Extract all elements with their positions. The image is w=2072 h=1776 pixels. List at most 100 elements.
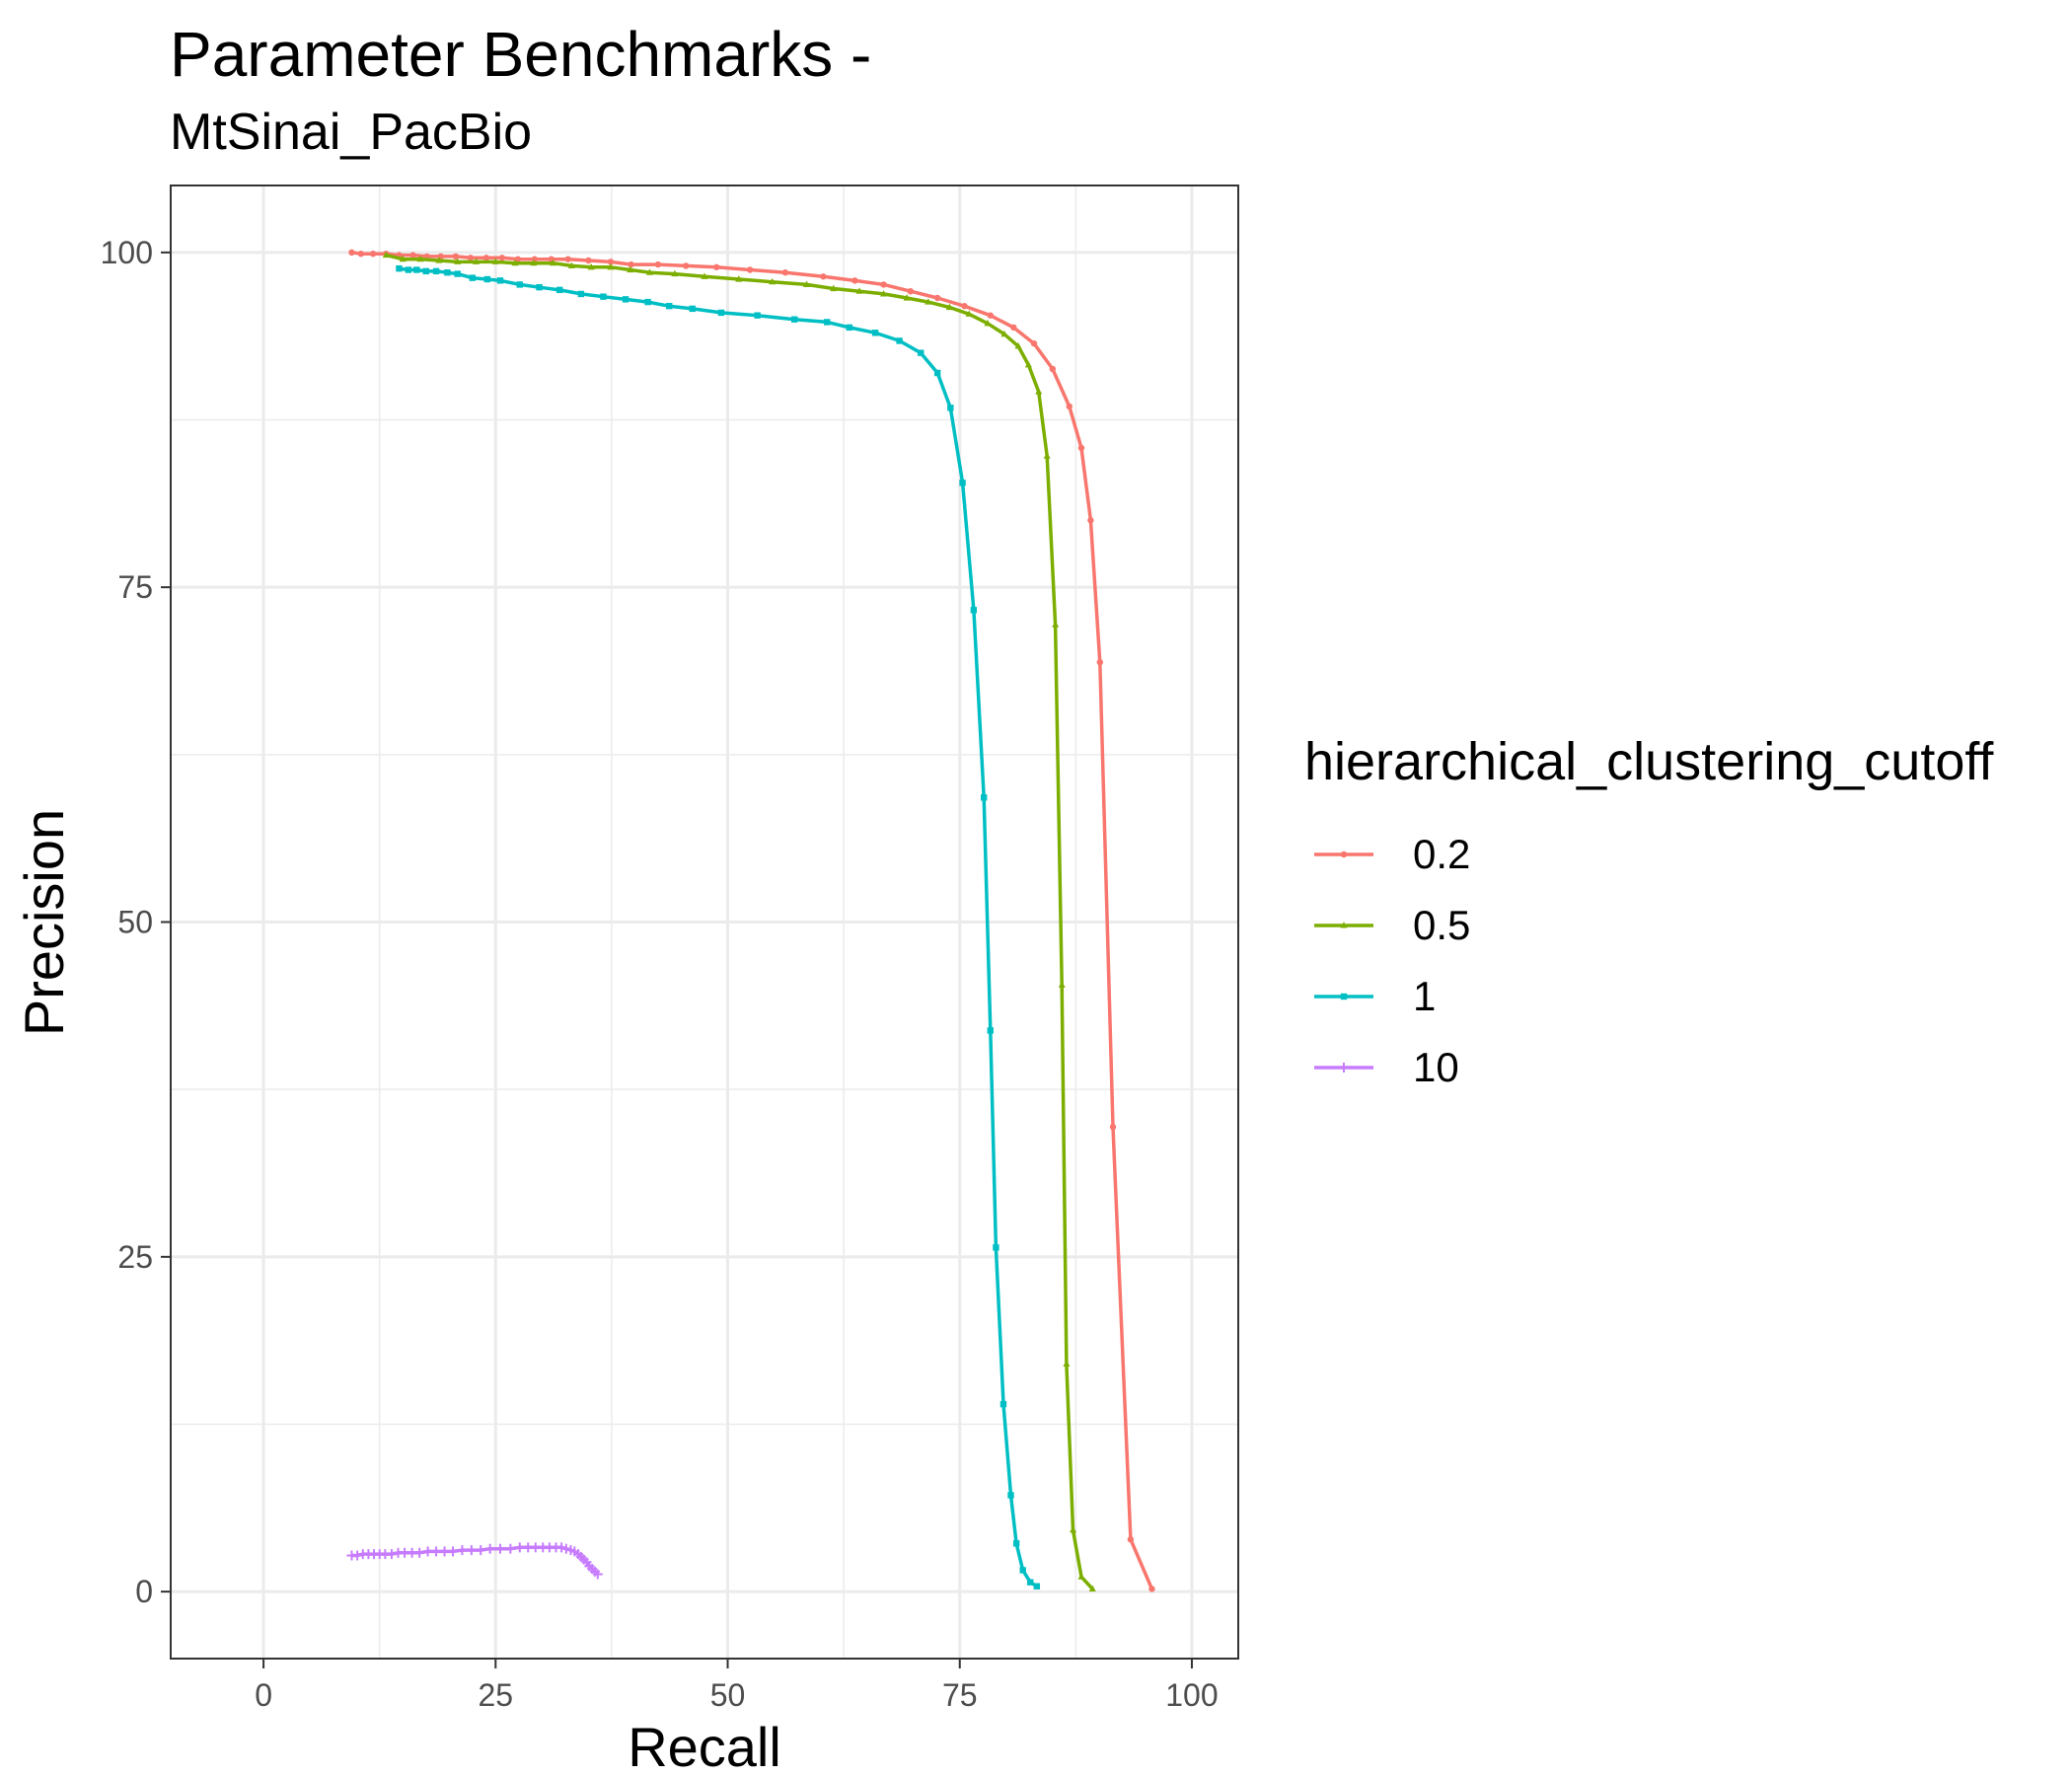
data-point (645, 268, 654, 275)
x-tick-label: 25 (479, 1677, 514, 1713)
data-point (846, 324, 852, 332)
series-layer (346, 249, 1155, 1592)
data-point (1033, 1583, 1041, 1590)
data-point (452, 253, 460, 260)
data-point (413, 266, 420, 273)
legend-item: 1 (1314, 973, 1436, 1019)
data-point (945, 303, 953, 311)
y-tick-label: 50 (117, 905, 153, 940)
x-axis: 0 25 50 75 100 (255, 1659, 1219, 1713)
data-point (564, 256, 571, 262)
x-tick-label: 0 (255, 1677, 272, 1713)
data-point (556, 286, 563, 294)
chart-subtitle: MtSinai_PacBio (170, 104, 533, 161)
y-tick-label: 75 (117, 569, 153, 605)
data-point (1010, 324, 1017, 332)
x-tick-label: 50 (710, 1677, 746, 1713)
data-point (505, 1543, 516, 1554)
data-point (439, 1546, 450, 1557)
data-point (432, 267, 440, 275)
data-point (1127, 1536, 1135, 1543)
data-point (496, 277, 504, 284)
legend-key-marker (1339, 1063, 1349, 1073)
legend-item: 10 (1314, 1044, 1459, 1090)
data-point (970, 607, 978, 614)
legend: hierarchical_clustering_cutoff 0.2 0.5 1 10 (1304, 732, 1994, 1090)
y-tick-label: 100 (101, 235, 153, 270)
series-1 (396, 264, 1041, 1590)
data-point (666, 302, 673, 310)
data-point (409, 252, 416, 259)
data-point (1070, 1525, 1077, 1533)
data-point (1087, 517, 1094, 524)
data-point (933, 294, 941, 302)
data-point (1012, 1540, 1020, 1547)
data-point (880, 290, 888, 297)
data-point (987, 312, 994, 319)
data-point (622, 296, 629, 303)
data-point (999, 1400, 1007, 1408)
data-point (457, 1545, 468, 1556)
data-point (396, 264, 403, 272)
data-point (769, 277, 777, 285)
y-tick-label: 0 (135, 1574, 153, 1609)
legend-label: 1 (1413, 973, 1436, 1019)
data-point (981, 794, 988, 801)
data-point (530, 259, 538, 266)
data-point (476, 1545, 486, 1556)
data-point (855, 287, 863, 294)
legend-label: 10 (1413, 1044, 1459, 1090)
series-0-2 (348, 249, 1155, 1592)
data-point (1024, 361, 1032, 368)
data-point (830, 284, 838, 292)
legend-label: 0.5 (1413, 902, 1470, 948)
data-point (467, 255, 475, 261)
x-tick-label: 100 (1165, 1677, 1218, 1713)
data-point (536, 283, 543, 291)
data-point (431, 1546, 442, 1557)
data-point (925, 298, 932, 305)
series-10 (346, 1542, 603, 1580)
data-point (1000, 330, 1008, 337)
y-axis: 0 25 50 75 100 (101, 235, 171, 1609)
data-point (1027, 1579, 1034, 1586)
data-point (993, 1244, 999, 1251)
legend-title: hierarchical_clustering_cutoff (1304, 732, 1994, 791)
data-point (823, 319, 831, 326)
data-point (550, 259, 557, 266)
data-point (386, 1549, 397, 1560)
data-point (627, 265, 634, 273)
data-point (781, 269, 789, 276)
data-point (961, 302, 968, 310)
data-point (1052, 621, 1060, 628)
x-axis-label: Recall (628, 1716, 781, 1776)
data-point (628, 260, 634, 268)
data-point (422, 267, 429, 275)
data-point (896, 337, 903, 344)
data-point (1148, 1586, 1155, 1592)
data-point (689, 305, 696, 313)
data-point (933, 369, 941, 377)
data-point (416, 255, 424, 262)
data-point (880, 281, 887, 288)
data-point (556, 1542, 567, 1553)
data-point (585, 257, 592, 264)
legend-key-marker (1340, 851, 1348, 858)
series-0-5 (382, 251, 1096, 1591)
y-tick-label: 25 (117, 1239, 153, 1275)
data-point (352, 1550, 363, 1561)
data-point (1043, 452, 1051, 459)
data-point (851, 277, 858, 284)
data-point (1096, 658, 1104, 666)
data-point (644, 298, 651, 306)
data-point (1035, 388, 1043, 395)
legend-item: 0.5 (1314, 902, 1470, 948)
data-point (1066, 403, 1073, 410)
data-point (903, 294, 911, 301)
data-point (1088, 1585, 1096, 1591)
data-point (1109, 1123, 1117, 1131)
data-point (399, 255, 407, 262)
data-point (754, 312, 761, 319)
legend-key-marker (1340, 922, 1348, 928)
